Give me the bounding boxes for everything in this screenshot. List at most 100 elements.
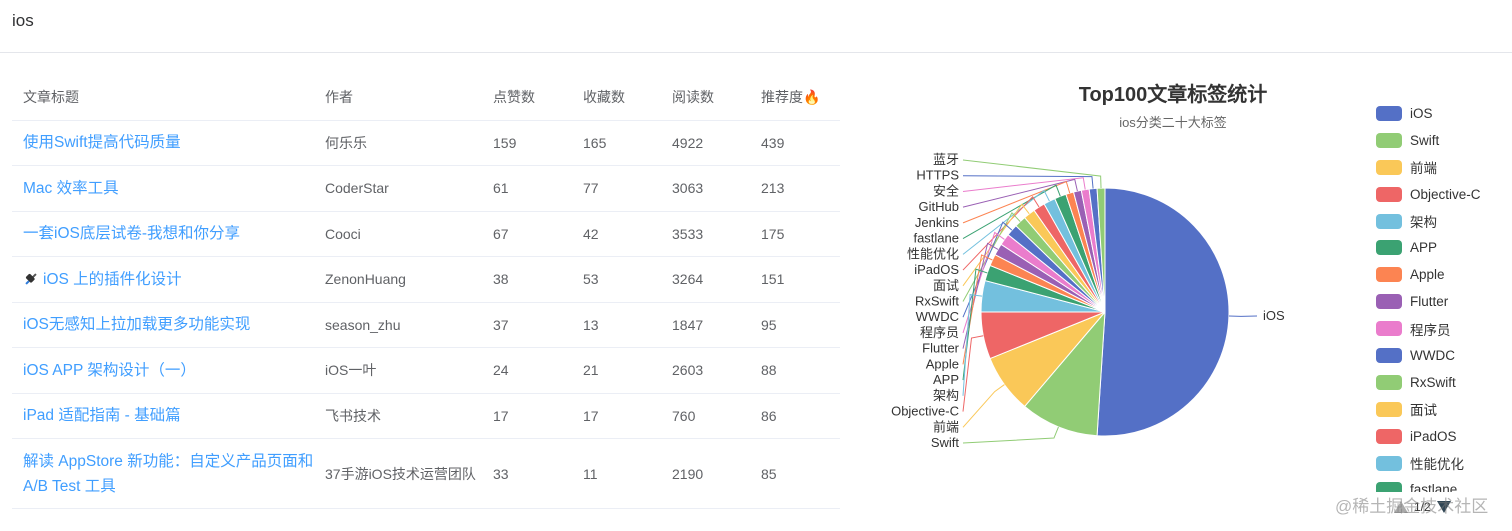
likes-cell: 33 xyxy=(482,438,572,509)
article-link[interactable]: 一套iOS底层试卷-我想和你分享 xyxy=(23,225,241,243)
legend-swatch xyxy=(1376,374,1402,390)
author-cell: CoderStar xyxy=(314,165,482,212)
title-cell: 解读 AppStore 新功能：自定义产品页面和 A/B Test 工具 xyxy=(12,438,314,509)
author-cell: 何乐乐 xyxy=(314,120,482,166)
legend-item[interactable]: Swift xyxy=(1376,127,1512,154)
table-row: iOS无感知上拉加载更多功能实现 season_zhu 37 13 1847 9… xyxy=(12,302,840,348)
legend-swatch xyxy=(1376,428,1402,444)
collects-cell: 77 xyxy=(572,165,661,212)
legend-label: WWDC xyxy=(1410,347,1455,363)
legend-item[interactable]: iOS xyxy=(1376,100,1512,127)
chart-subtitle: ios分类二十大标签 xyxy=(1119,115,1227,130)
score-cell: 86 xyxy=(750,393,840,439)
views-cell: 4922 xyxy=(661,120,750,166)
top-bar: ios xyxy=(0,0,1512,53)
legend-swatch xyxy=(1376,482,1402,492)
legend-swatch xyxy=(1376,294,1402,310)
score-cell: 151 xyxy=(750,256,840,303)
legend-item[interactable]: 面试 xyxy=(1376,396,1512,423)
pie-chart-canvas: iOS 蓝牙HTTPS安全GitHubJenkinsfastlane性能优化iPa… xyxy=(891,152,1285,450)
legend-item[interactable]: iPadOS xyxy=(1376,423,1512,450)
score-cell: 175 xyxy=(750,211,840,257)
views-cell: 3264 xyxy=(661,256,750,303)
legend-item[interactable]: WWDC xyxy=(1376,342,1512,369)
legend-swatch xyxy=(1376,132,1402,148)
legend-label: iOS xyxy=(1410,105,1433,121)
legend-item[interactable]: Flutter xyxy=(1376,288,1512,315)
chart-title: Top100文章标签统计 xyxy=(1078,84,1268,106)
column-header-author: 作者 xyxy=(314,74,482,121)
article-link[interactable]: Mac 效率工具 xyxy=(23,179,119,197)
legend-page-indicator: 1/2 xyxy=(1414,500,1431,514)
title-cell: Mac 效率工具 xyxy=(12,165,314,212)
article-link[interactable]: iOS无感知上拉加载更多功能实现 xyxy=(23,316,251,334)
legend-label: 性能优化 xyxy=(1410,457,1464,473)
legend-item[interactable]: 程序员 xyxy=(1376,315,1512,342)
legend-label: iPadOS xyxy=(1410,428,1457,444)
legend-item[interactable]: Apple xyxy=(1376,261,1512,288)
views-cell: 2603 xyxy=(661,347,750,394)
likes-cell: 37 xyxy=(482,302,572,348)
likes-cell: 67 xyxy=(482,211,572,257)
pie-label-line xyxy=(962,196,1040,271)
pie-slice[interactable] xyxy=(1023,310,1106,437)
legend-item[interactable]: fastlane xyxy=(1376,476,1512,492)
legend-swatch xyxy=(1376,213,1402,229)
pie-label: GitHub xyxy=(919,199,959,214)
author-cell: 37手游iOS技术运营团队 xyxy=(314,438,482,509)
table-row: 使用Swift提高代码质量 何乐乐 159 165 4922 439 xyxy=(12,120,840,166)
legend-item[interactable]: APP xyxy=(1376,234,1512,261)
legend-item[interactable]: Objective-C xyxy=(1376,181,1512,208)
views-cell: 760 xyxy=(661,393,750,439)
pie-label-line xyxy=(962,203,1030,287)
pie-label: 安全 xyxy=(933,183,959,198)
column-header-score: 推荐度🔥 xyxy=(750,74,840,121)
legend-next-icon[interactable] xyxy=(1436,501,1451,513)
author-cell: ZenonHuang xyxy=(314,256,482,303)
likes-cell: 61 xyxy=(482,165,572,212)
author-cell: Cooci xyxy=(314,211,482,257)
article-link[interactable]: 使用Swift提高代码质量 xyxy=(23,134,181,152)
views-cell: 2190 xyxy=(661,438,750,509)
pie-label-line xyxy=(962,384,1005,428)
collects-cell: 21 xyxy=(572,347,661,394)
pie-label-line xyxy=(962,177,1086,192)
legend-item[interactable]: 性能优化 xyxy=(1376,450,1512,477)
pie-label: 性能优化 xyxy=(907,246,959,261)
article-link[interactable]: iOS 上的插件化设计 xyxy=(23,267,314,292)
table-header-row: 文章标题 作者 点赞数 收藏数 阅读数 推荐度🔥 xyxy=(12,74,840,121)
legend-swatch xyxy=(1376,347,1402,363)
pie-label: iOS xyxy=(1263,308,1285,323)
legend-label: 程序员 xyxy=(1410,322,1451,338)
views-cell: 3533 xyxy=(661,211,750,257)
article-link[interactable]: iOS APP 架构设计（一） xyxy=(23,361,196,379)
pie-label: Objective-C xyxy=(891,404,959,419)
pie-label: 蓝牙 xyxy=(933,152,959,167)
legend-item[interactable]: RxSwift xyxy=(1376,369,1512,396)
chart-legend: iOS Swift 前端 Objective-C 架构 APP Apple Flutter 程序… xyxy=(1376,100,1512,492)
article-table: 文章标题 作者 点赞数 收藏数 阅读数 推荐度🔥 使用Swift提高代码质量 何… xyxy=(12,74,840,509)
article-link[interactable]: 解读 AppStore 新功能：自定义产品页面和 A/B Test 工具 xyxy=(23,452,314,495)
likes-cell: 24 xyxy=(482,347,572,394)
pie-slice[interactable] xyxy=(1096,187,1106,313)
column-header-likes: 点赞数 xyxy=(482,74,572,121)
title-cell: iPad 适配指南 - 基础篇 xyxy=(12,393,314,439)
collects-cell: 165 xyxy=(572,120,661,166)
legend-swatch xyxy=(1376,186,1402,202)
pie-label: 架构 xyxy=(933,388,959,403)
pie-label-line xyxy=(962,184,1061,240)
views-cell: 1847 xyxy=(661,302,750,348)
collects-cell: 53 xyxy=(572,256,661,303)
pie-label: Flutter xyxy=(922,341,960,356)
legend-item[interactable]: 架构 xyxy=(1376,208,1512,235)
legend-item[interactable]: 前端 xyxy=(1376,154,1512,181)
column-header-views: 阅读数 xyxy=(661,74,750,121)
title-cell: iOS APP 架构设计（一） xyxy=(12,347,314,394)
article-link-text: iOS 上的插件化设计 xyxy=(43,270,182,288)
pie-slice[interactable] xyxy=(1096,187,1230,437)
pie-label: Jenkins xyxy=(915,215,960,230)
legend-label: Swift xyxy=(1410,132,1440,148)
legend-prev-icon[interactable] xyxy=(1394,501,1408,513)
article-link[interactable]: iPad 适配指南 - 基础篇 xyxy=(23,407,181,425)
table-row: 解读 AppStore 新功能：自定义产品页面和 A/B Test 工具 37手… xyxy=(12,438,840,509)
